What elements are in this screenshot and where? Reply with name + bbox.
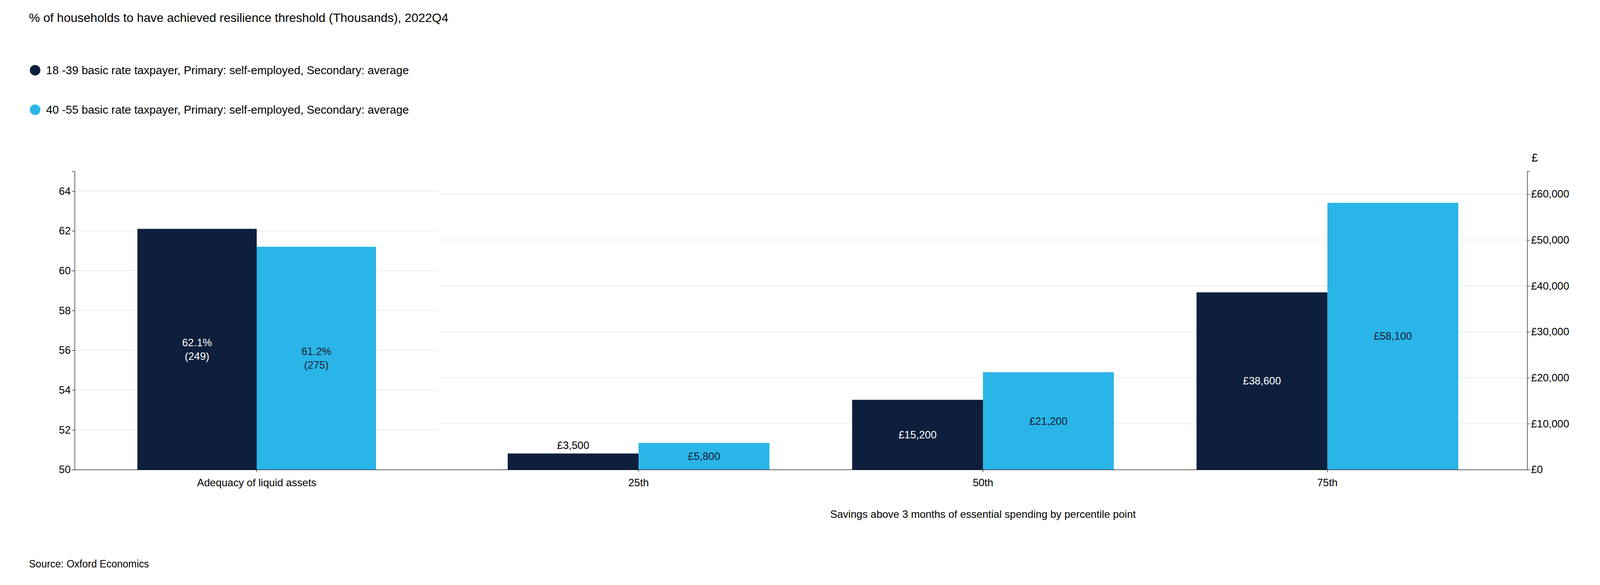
tick-mark <box>71 469 75 470</box>
bar <box>638 442 770 470</box>
data-label: £5,800 <box>688 450 721 463</box>
tick-mark <box>1527 193 1530 195</box>
data-labels: £3,500 £15,200 £38,600 £5,800 £21,200 £58,100 <box>556 330 1412 463</box>
data-label: £38,600 <box>1242 374 1281 387</box>
tick-label: £10,000 <box>1531 417 1570 430</box>
panel: 50 52 54 56 58 60 62 64 Adequacy of liquid asset… <box>58 171 439 585</box>
tick: £40,000 <box>1527 279 1570 292</box>
tick-mark <box>1527 240 1530 241</box>
tick-mark <box>71 190 75 192</box>
tick-mark <box>71 310 75 311</box>
data-label: 61.2%(275) <box>301 345 332 371</box>
tick-mark <box>1527 286 1530 287</box>
tick-label: 56 <box>58 344 71 356</box>
tick-label: 25th <box>628 476 650 489</box>
tick: 58 <box>58 304 75 317</box>
y-axis: 50 52 54 56 58 60 62 64 <box>58 171 75 476</box>
tick-mark <box>71 390 75 391</box>
legend-label: 18 -39 basic rate taxpayer, Primary: sel… <box>46 63 409 77</box>
legend-swatch <box>29 104 41 115</box>
grid-line <box>74 190 439 192</box>
tick-label: £60,000 <box>1531 187 1570 200</box>
tick-mark <box>1327 469 1328 473</box>
tick: 62 <box>58 224 75 237</box>
grid <box>438 193 1528 470</box>
tick: 64 <box>58 185 75 198</box>
tick: £60,000 <box>1527 187 1570 200</box>
legend-label: 40 -55 basic rate taxpayer, Primary: sel… <box>46 103 409 117</box>
tick-label: 50th <box>972 476 994 489</box>
tick-label: 52 <box>58 423 71 436</box>
tick-mark <box>71 429 75 431</box>
tick-mark <box>71 350 75 351</box>
tick-label: £40,000 <box>1531 279 1570 292</box>
y-axis: £0 £10,000 £20,000 £30,000 £40,000 £50,000 £60… <box>1527 171 1570 476</box>
data-label: 62.1%(249) <box>182 336 212 363</box>
tick-mark <box>256 469 258 473</box>
data-labels: 62.1%(249) 61.2%(275) <box>182 336 332 372</box>
data-label: £58,100 <box>1373 330 1413 342</box>
tick-label: 64 <box>58 185 71 198</box>
tick: £50,000 <box>1527 233 1570 246</box>
grid-line <box>438 193 1528 195</box>
tick: 54 <box>58 383 75 396</box>
tick-label: £30,000 <box>1531 325 1570 338</box>
tick: 50 <box>58 463 75 476</box>
bars <box>137 228 377 470</box>
tick: 25th <box>628 469 650 489</box>
bar <box>1196 292 1328 470</box>
data-label: £3,500 <box>556 439 589 452</box>
bar <box>137 228 257 470</box>
tick-mark <box>1527 331 1530 333</box>
legend-swatch <box>29 64 41 76</box>
x-axis-title: Savings above 3 months of essential spen… <box>830 508 1137 521</box>
tick: Adequacy of liquid assets <box>197 469 317 489</box>
bar <box>1327 202 1459 470</box>
tick-mark <box>71 230 75 232</box>
tick-mark <box>982 469 984 473</box>
chart: % of households to have achieved resilie… <box>0 0 1600 585</box>
tick: £20,000 <box>1527 371 1570 384</box>
bar <box>982 372 1114 470</box>
tick-label: £20,000 <box>1531 371 1570 384</box>
tick: 75th <box>1316 469 1338 489</box>
tick-label: £50,000 <box>1531 233 1570 246</box>
tick-label: £0 <box>1531 463 1543 476</box>
tick-mark <box>71 270 75 272</box>
tick-label: 54 <box>58 383 71 396</box>
bar <box>256 246 377 470</box>
tick: 56 <box>58 344 75 356</box>
data-label: £21,200 <box>1029 415 1068 427</box>
tick-mark <box>1527 423 1530 424</box>
x-axis: 25th 50th 75th <box>439 469 1528 489</box>
tick-mark <box>1527 377 1530 379</box>
legend: 18 -39 basic rate taxpayer, Primary: sel… <box>29 63 409 117</box>
tick: 60 <box>58 264 75 277</box>
x-axis: Adequacy of liquid assets <box>75 469 440 489</box>
tick: £10,000 <box>1527 417 1570 430</box>
bar <box>507 453 639 470</box>
tick-label: 75th <box>1316 476 1338 489</box>
tick-mark <box>638 469 639 473</box>
tick: 52 <box>58 423 75 436</box>
tick: £30,000 <box>1527 325 1570 338</box>
y-axis-title: £ <box>1531 150 1539 165</box>
tick: £0 <box>1527 463 1543 476</box>
bar <box>852 399 983 470</box>
tick-label: 50 <box>58 463 71 476</box>
tick-label: 58 <box>58 304 71 317</box>
data-label: £15,200 <box>898 428 937 441</box>
axis-line <box>1527 171 1531 470</box>
tick-label: Adequacy of liquid assets <box>197 476 317 489</box>
tick-label: 60 <box>58 264 71 277</box>
tick-label: 62 <box>58 224 71 237</box>
title: % of households to have achieved resilie… <box>28 10 449 25</box>
tick-mark <box>1527 469 1530 470</box>
tick: 50th <box>972 469 994 489</box>
panel: £0 £10,000 £20,000 £30,000 £40,000 £50,000 £60… <box>438 150 1570 521</box>
axis-line <box>71 171 76 470</box>
annotation: Source: Oxford Economics <box>28 558 150 570</box>
bars <box>507 202 1459 470</box>
